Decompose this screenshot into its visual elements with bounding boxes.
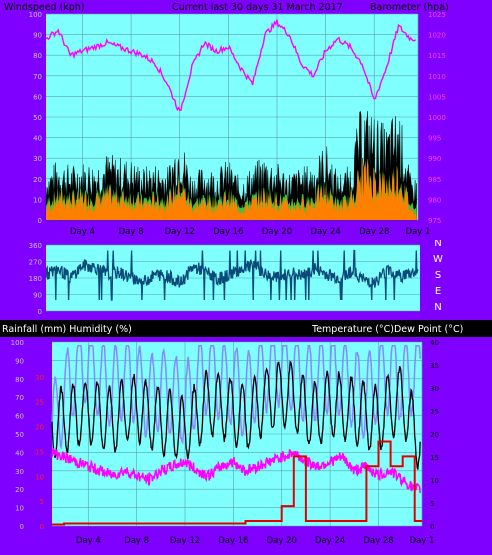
temp-ylabel-right: Temperature (°C)Dew Point (°C) <box>311 324 463 335</box>
compass-label: W <box>433 254 443 265</box>
barometer-tick-label: 1000 <box>428 114 446 122</box>
rain-tick-label: 0 <box>40 523 44 531</box>
temp-right-tick-label: 0 <box>430 523 434 531</box>
barometer-tick-label: 1020 <box>428 32 446 40</box>
wind-ytick-label: 90 <box>33 32 42 40</box>
temp-right-tick-label: 25 <box>430 408 439 416</box>
wind-xtick-label: Day 24 <box>310 227 340 237</box>
temp-header-strip <box>0 320 492 337</box>
wind-ytick-label: 80 <box>33 52 42 60</box>
dir-ytick-label: 180 <box>29 275 42 283</box>
rain-tick-label: 25 <box>35 399 44 407</box>
temp-xtick-label: Day 12 <box>170 536 200 546</box>
avg-wind-area <box>46 156 417 220</box>
compass-label: S <box>435 270 441 281</box>
rain-tick-label: 30 <box>35 374 44 382</box>
humidity-tick-label: 70 <box>15 394 24 402</box>
humidity-tick-label: 40 <box>15 449 24 457</box>
barometer-tick-label: 975 <box>428 217 441 225</box>
wind-ylabel: Windspeed (kph) <box>4 2 85 13</box>
compass-label: E <box>435 286 441 297</box>
wind-ytick-label: 50 <box>33 114 42 122</box>
humidity-tick-label: 0 <box>20 523 24 531</box>
barometer-tick-label: 990 <box>428 155 441 163</box>
wind-xtick-label: Day 8 <box>119 227 144 237</box>
dir-ytick-label: 360 <box>29 242 42 250</box>
wind-ytick-label: 70 <box>33 73 42 81</box>
wind-xtick-label: Day 4 <box>70 227 95 237</box>
temp-plot-area: 0 10 20 30 40 50 60 70 80 90 100 0 5 10 15 20 25 30 0 5 10 15… <box>11 339 439 546</box>
temp-right-tick-label: 35 <box>430 362 439 370</box>
wind-ytick-label: 30 <box>33 155 42 163</box>
barometer-tick-label: 1010 <box>428 73 446 81</box>
temp-right-tick-label: 40 <box>430 339 439 347</box>
temp-right-tick-label: 5 <box>430 500 434 508</box>
temp-xtick-label: Day 20 <box>267 536 297 546</box>
barometer-tick-label: 1025 <box>428 11 446 19</box>
wind-chart-title: Current last 30 days 31 March 2017 <box>172 2 343 13</box>
temperature-line <box>51 360 421 470</box>
compass-label: N <box>434 302 441 313</box>
wind-direction-line <box>45 249 419 301</box>
wind-pressure-chart: Windspeed (kph) Current last 30 days 31 … <box>0 0 492 242</box>
humidity-tick-label: 80 <box>15 376 24 384</box>
barometer-label: Barometer (hpa) <box>370 2 449 13</box>
wind-plot-area: 0102030405060708090100975980985990995100… <box>29 11 446 237</box>
temp-right-tick-label: 30 <box>430 385 439 393</box>
temp-xtick-label: Day 4 <box>76 536 101 546</box>
temperature-chart: Rainfall (mm) Humidity (%) Temperature (… <box>0 320 492 555</box>
barometer-tick-label: 1015 <box>428 52 446 60</box>
wind-xtick-label: Day 20 <box>262 227 292 237</box>
humidity-tick-label: 60 <box>15 413 24 421</box>
dir-ytick-label: 270 <box>29 259 42 267</box>
dir-ytick-label: 0 <box>38 308 42 316</box>
wind-ytick-label: 60 <box>33 93 42 101</box>
wind-xtick-label: Day 28 <box>359 227 389 237</box>
wind-ytick-label: 0 <box>38 217 42 225</box>
humidity-tick-label: 100 <box>11 339 24 347</box>
wind-ytick-label: 40 <box>33 135 42 143</box>
rain-tick-label: 5 <box>40 498 44 506</box>
barometer-tick-label: 1005 <box>428 93 446 101</box>
barometer-tick-label: 995 <box>428 135 441 143</box>
temp-right-tick-label: 15 <box>430 454 439 462</box>
temp-ylabel-left: Rainfall (mm) Humidity (%) <box>2 324 132 335</box>
wind-ytick-label: 100 <box>29 11 42 19</box>
dir-ytick-label: 90 <box>33 292 42 300</box>
temp-xtick-label: Day 1 <box>410 536 435 546</box>
temp-right-tick-label: 20 <box>430 431 439 439</box>
wind-xtick-label: Day 16 <box>213 227 243 237</box>
dewpoint-line <box>51 447 421 494</box>
rain-tick-label: 10 <box>35 473 44 481</box>
humidity-tick-label: 20 <box>15 486 24 494</box>
temp-xtick-label: Day 8 <box>124 536 149 546</box>
temp-xtick-label: Day 16 <box>218 536 248 546</box>
humidity-line <box>51 344 421 450</box>
humidity-tick-label: 10 <box>15 505 24 513</box>
humidity-tick-label: 50 <box>15 431 24 439</box>
barometer-tick-label: 985 <box>428 176 441 184</box>
rain-tick-label: 15 <box>35 448 44 456</box>
wind-ytick-label: 20 <box>33 176 42 184</box>
rain-tick-label: 20 <box>35 424 44 432</box>
compass-label: N <box>434 240 441 249</box>
temp-xtick-label: Day 28 <box>363 536 393 546</box>
humidity-tick-label: 30 <box>15 468 24 476</box>
humidity-tick-label: 90 <box>15 357 24 365</box>
temp-right-tick-label: 10 <box>430 477 439 485</box>
rainfall-line <box>52 440 422 526</box>
wind-xtick-label: Day 12 <box>165 227 195 237</box>
temp-xtick-label: Day 24 <box>315 536 345 546</box>
barometer-line <box>45 19 417 112</box>
wind-ytick-label: 10 <box>33 196 42 204</box>
barometer-tick-label: 980 <box>428 196 441 204</box>
wind-xtick-label: Day 1 <box>406 227 431 237</box>
